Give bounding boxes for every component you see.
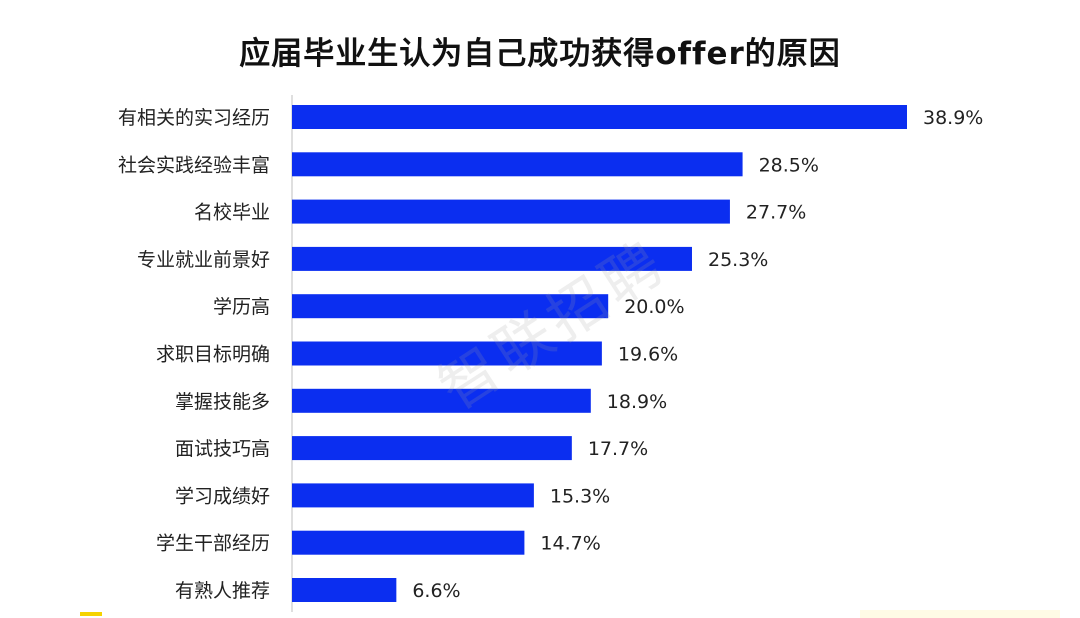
bar xyxy=(292,105,907,129)
data-label: 27.7% xyxy=(746,202,806,224)
data-label: 28.5% xyxy=(759,154,819,176)
bar xyxy=(292,294,609,319)
bar xyxy=(292,578,397,602)
bar xyxy=(292,483,534,508)
bar xyxy=(292,246,692,271)
corner-decoration xyxy=(80,612,102,616)
category-label: 专业就业前景好 xyxy=(137,249,270,271)
bar xyxy=(292,436,572,461)
data-label: 25.3% xyxy=(708,249,768,271)
category-label: 求职目标明确 xyxy=(156,344,270,366)
category-label: 有相关的实习经历 xyxy=(118,107,270,129)
bar xyxy=(292,388,591,413)
category-label: 有熟人推荐 xyxy=(175,580,270,602)
category-label: 面试技巧高 xyxy=(175,438,270,460)
chart-title: 应届毕业生认为自己成功获得offer的原因 xyxy=(239,36,841,72)
category-label: 名校毕业 xyxy=(194,202,270,224)
bar xyxy=(292,341,602,366)
category-label: 学习成绩好 xyxy=(175,485,270,507)
data-label: 20.0% xyxy=(624,296,684,318)
bar xyxy=(292,530,525,555)
bar xyxy=(292,199,730,224)
category-label: 学历高 xyxy=(213,296,270,318)
data-label: 38.9% xyxy=(923,107,983,129)
bar xyxy=(292,152,743,177)
data-label: 6.6% xyxy=(412,580,460,602)
bottom-decoration xyxy=(860,610,1060,618)
category-label: 掌握技能多 xyxy=(175,391,270,413)
data-label: 17.7% xyxy=(588,438,648,460)
category-label: 学生干部经历 xyxy=(156,533,270,555)
data-label: 18.9% xyxy=(607,391,667,413)
data-label: 15.3% xyxy=(550,485,610,507)
category-label: 社会实践经验丰富 xyxy=(118,154,270,176)
data-label: 14.7% xyxy=(540,533,600,555)
data-label: 19.6% xyxy=(618,344,678,366)
